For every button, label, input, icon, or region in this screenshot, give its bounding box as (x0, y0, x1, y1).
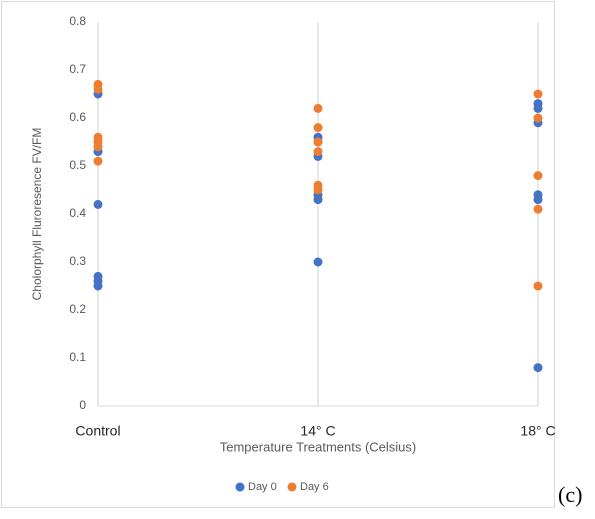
point (93, 156, 103, 166)
y-tick-label: 0 (79, 398, 86, 412)
x-tick-label: 18° C (520, 423, 555, 439)
point (533, 363, 543, 373)
point (313, 137, 323, 147)
y-tick-label: 0.6 (69, 110, 86, 124)
point (533, 204, 543, 214)
point (93, 281, 103, 291)
point (313, 103, 323, 113)
point (313, 185, 323, 195)
point (533, 171, 543, 181)
legend-marker (287, 482, 297, 492)
point (313, 195, 323, 205)
x-axis-title: Temperature Treatments (Celsius) (220, 439, 417, 454)
y-tick-label: 0.8 (69, 14, 86, 28)
point (313, 123, 323, 133)
panel-label: (c) (558, 482, 582, 507)
legend-label: Day 6 (300, 481, 329, 493)
y-tick-label: 0.3 (69, 254, 86, 268)
x-tick-label: Control (75, 423, 120, 439)
chart-frame (1, 1, 555, 508)
point (533, 89, 543, 99)
y-tick-label: 0.4 (69, 206, 86, 220)
point (533, 281, 543, 291)
point (313, 147, 323, 157)
point (93, 142, 103, 152)
x-tick-label: 14° C (300, 423, 335, 439)
point (533, 195, 543, 205)
point (93, 84, 103, 94)
point (533, 103, 543, 113)
y-tick-label: 0.5 (69, 158, 86, 172)
legend-label: Day 0 (248, 481, 277, 493)
y-axis-title: Cholorphyll Fluroresence FV/FM (30, 128, 44, 301)
y-tick-label: 0.2 (69, 302, 86, 316)
point (313, 257, 323, 267)
point (93, 199, 103, 209)
legend-marker (235, 482, 245, 492)
y-tick-label: 0.1 (69, 350, 86, 364)
y-tick-label: 0.7 (69, 62, 86, 76)
point (533, 113, 543, 123)
